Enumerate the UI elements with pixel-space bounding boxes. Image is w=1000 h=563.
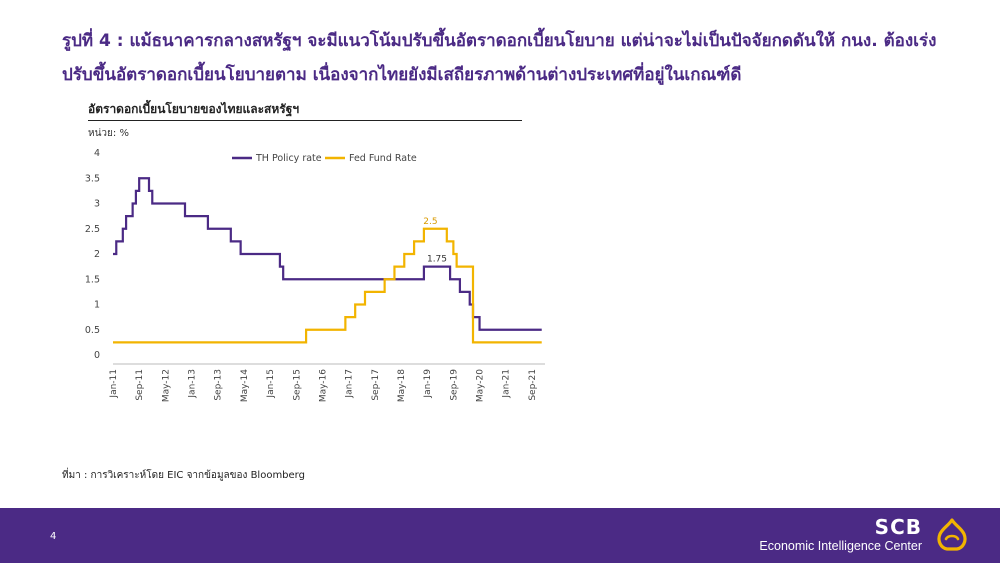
headline-line-2: ปรับขึ้นอัตราดอกเบี้ยนโยบายตาม เนื่องจาก… [62,65,742,85]
slide-headline: รูปที่ 4 : แม้ธนาคารกลางสหรัฐฯ จะมีแนวโน… [62,24,962,92]
x-tick-label: Jan-19 [423,369,433,399]
x-tick-label: May-12 [161,369,171,402]
x-tick-label: May-18 [397,369,407,402]
brand-subtitle: Economic Intelligence Center [759,539,922,553]
page-number: 4 [50,531,57,542]
y-tick-label: 0 [94,350,100,361]
y-tick-label: 3.5 [85,173,100,184]
x-tick-label: Sep-11 [135,369,145,401]
y-tick-label: 0.5 [85,325,100,336]
unit-label: หน่วย: % [88,128,129,139]
x-tick-label: Jan-13 [188,369,198,399]
brand-block: SCB Economic Intelligence Center [759,516,922,554]
x-tick-label: Jan-15 [266,369,276,399]
legend-label-th: TH Policy rate [255,153,322,164]
y-tick-label: 4 [94,148,100,159]
x-tick-label: Sep-21 [528,369,538,401]
th-policy-rate-line [113,177,542,331]
x-tick-label: Jan-21 [502,369,512,399]
fed-fund-rate-line [113,227,542,344]
x-tick-label: Jan-11 [109,369,119,399]
x-tick-label: Sep-17 [371,369,381,401]
policy-rate-chart: 0 0.5 1 1.5 2 2.5 3 3.5 4 Jan-11 Sep-11 May-12 Jan-1… [85,148,545,402]
footer-bar: 4 SCB Economic Intelligence Center [0,508,1000,563]
x-tick-label: Sep-13 [214,369,224,401]
legend-label-fed: Fed Fund Rate [349,153,417,164]
headline-line-1: รูปที่ 4 : แม้ธนาคารกลางสหรัฐฯ จะมีแนวโน… [62,31,937,51]
source-note: ที่มา : การวิเคราะห์โดย EIC จากข้อมูลของ… [62,470,305,481]
y-tick-label: 1 [94,300,100,311]
y-tick-label: 2.5 [85,224,100,235]
x-tick-label: Jan-17 [345,369,355,399]
x-tick-label: May-20 [476,369,486,402]
y-tick-label: 2 [94,249,100,260]
chart-title: อัตราดอกเบี้ยนโยบายของไทยและสหรัฐฯ [88,100,522,121]
y-tick-label: 1.5 [85,274,100,285]
brand-name: SCB [874,515,922,539]
fed-rate-data-label: 2.5 [423,217,437,227]
x-tick-label: May-14 [240,369,250,402]
th-rate-data-label: 1.75 [427,255,447,265]
y-tick-label: 3 [94,199,100,210]
x-tick-label: May-16 [318,369,328,402]
x-tick-label: Sep-15 [292,369,302,401]
x-tick-label: Sep-19 [449,369,459,401]
scb-logo-icon [937,518,967,551]
